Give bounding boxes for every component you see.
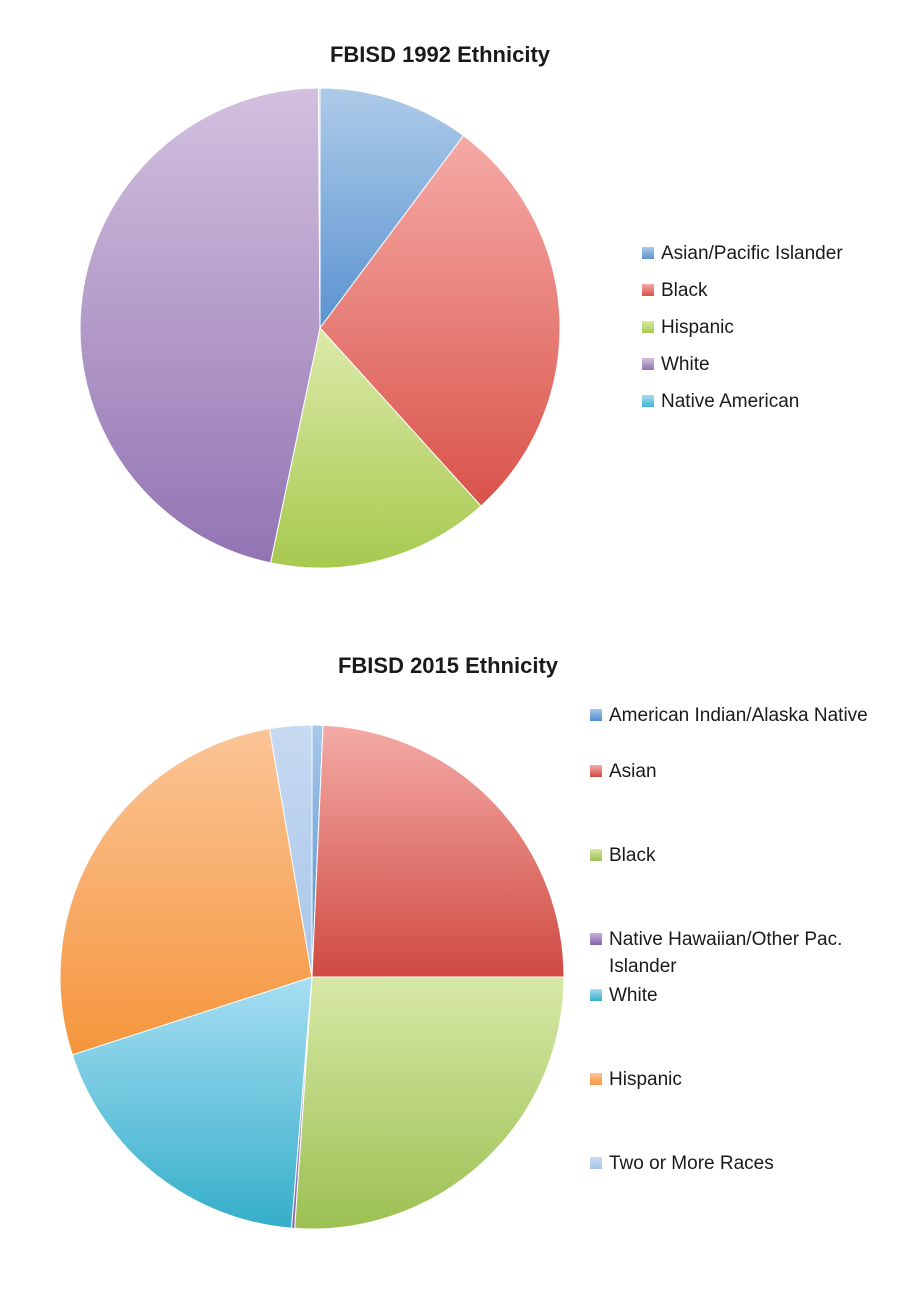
legend-swatch — [642, 247, 654, 259]
legend-item-native-hawaiian-other-pac-islander: Native Hawaiian/Other Pac. Islander — [590, 926, 890, 982]
legend-label: Asian/Pacific Islander — [661, 243, 843, 264]
legend-swatch — [590, 1073, 602, 1085]
legend-item-american-indian-alaska-native: American Indian/Alaska Native — [590, 702, 890, 758]
legend-label: Black — [609, 845, 656, 866]
legend-item-white: White — [590, 982, 890, 1066]
chart-title: FBISD 2015 Ethnicity — [337, 653, 559, 678]
legend-label: Asian — [609, 761, 657, 782]
legend-item-asian: Asian — [590, 758, 890, 842]
legend-swatch — [590, 1157, 602, 1169]
legend-swatch — [590, 849, 602, 861]
pie-slice-black — [294, 976, 565, 1230]
legend-label: American Indian/Alaska Native — [609, 705, 868, 726]
pie-slice-white — [71, 976, 313, 1229]
legend-label: Black — [661, 280, 708, 301]
legend-2015: American Indian/Alaska Native Asian Black N… — [590, 702, 890, 1206]
pie-chart-1992 — [79, 87, 561, 569]
legend-1992: Asian/Pacific Islander Black Hispanic White… — [642, 240, 843, 425]
pie-slice-white — [79, 87, 321, 564]
pie-chart-2015 — [59, 724, 565, 1230]
pie-slice-black — [319, 134, 561, 507]
legend-item-white: White — [642, 351, 843, 388]
pie-slice-hispanic — [59, 728, 313, 1056]
pie-slice-asian — [311, 724, 565, 978]
legend-swatch — [642, 395, 654, 407]
legend-swatch — [642, 358, 654, 370]
chart-1992: FBISD 1992 Ethnicity Asian/Pacific Islan… — [0, 0, 900, 620]
legend-label: Hispanic — [661, 317, 734, 338]
legend-label: Hispanic — [609, 1069, 682, 1090]
legend-item-black: Black — [590, 842, 890, 926]
pie-slice-hispanic — [270, 326, 482, 569]
legend-label: Two or More Races — [609, 1153, 774, 1174]
legend-label: White — [661, 354, 710, 375]
legend-swatch — [590, 933, 602, 945]
legend-swatch — [590, 765, 602, 777]
legend-swatch — [590, 709, 602, 721]
pie-slice-native-american — [317, 87, 321, 329]
legend-label: White — [609, 985, 658, 1006]
legend-label: Native Hawaiian/Other Pac. Islander — [609, 929, 843, 977]
chart-title: FBISD 1992 Ethnicity — [329, 42, 551, 67]
legend-swatch — [590, 989, 602, 1001]
pie-slice-two-or-more-races — [268, 724, 313, 978]
legend-item-black: Black — [642, 277, 843, 314]
legend-label: Native American — [661, 391, 800, 412]
pie-slice-asian-pacific-islander — [319, 87, 465, 330]
chart-2015: FBISD 2015 Ethnicity American Indian/Ala… — [0, 620, 900, 1300]
legend-item-hispanic: Hispanic — [642, 314, 843, 351]
legend-swatch — [642, 321, 654, 333]
legend-item-native-american: Native American — [642, 388, 843, 425]
legend-item-asian-pacific-islander: Asian/Pacific Islander — [642, 240, 843, 277]
legend-item-hispanic: Hispanic — [590, 1066, 890, 1150]
legend-swatch — [642, 284, 654, 296]
legend-item-two-or-more-races: Two or More Races — [590, 1150, 890, 1206]
